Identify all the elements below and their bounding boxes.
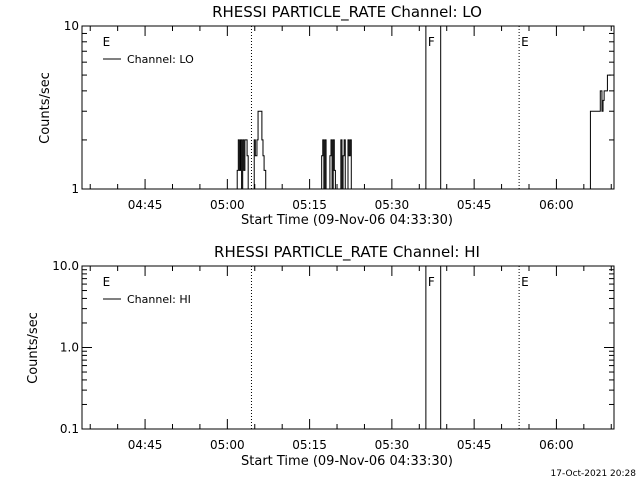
hi-legend-label: Channel: HI	[127, 293, 191, 306]
lo-marker-label: E	[521, 35, 529, 49]
lo-x-tick-label: 04:45	[128, 198, 163, 212]
lo-x-axis-label: Start Time (09-Nov-06 04:33:30)	[241, 213, 453, 228]
hi-x-tick-label: 05:15	[292, 438, 327, 452]
hi-chart-title: RHESSI PARTICLE_RATE Channel: HI	[214, 243, 480, 262]
lo-marker-label: F	[428, 35, 435, 49]
hi-marker-label: E	[103, 275, 111, 289]
lo-x-tick-label: 06:00	[539, 198, 574, 212]
hi-x-tick-label: 05:30	[375, 438, 410, 452]
lo-x-tick-label: 05:00	[210, 198, 245, 212]
lo-series-line	[236, 110, 267, 190]
hi-marker-label: E	[521, 275, 529, 289]
hi-x-tick-label: 06:00	[539, 438, 574, 452]
hi-legend: Channel: HI	[103, 293, 191, 306]
hi-x-tick-label: 05:45	[457, 438, 492, 452]
lo-y-axis-label: Counts/sec	[38, 72, 53, 144]
lo-series-line	[586, 74, 612, 190]
hi-y-tick-label: 0.1	[60, 422, 79, 436]
hi-x-axis: 04:45 05:00 05:15 05:30 05:45 06:00	[89, 266, 612, 452]
lo-x-tick-label: 05:15	[292, 198, 327, 212]
hi-x-axis-label: Start Time (09-Nov-06 04:33:30)	[241, 454, 453, 469]
lo-x-tick-label: 05:45	[457, 198, 492, 212]
lo-x-tick-label: 05:30	[375, 198, 410, 212]
hi-y-tick-label: 1.0	[60, 341, 79, 355]
lo-marker-label: E	[103, 35, 111, 49]
lo-x-axis: 04:45 05:00 05:15 05:30 05:45 06:00	[89, 26, 612, 212]
hi-plot-frame	[81, 265, 615, 430]
lo-channel-panel: RHESSI PARTICLE_RATE Channel: LO 1 10 04:…	[38, 3, 615, 228]
lo-series	[236, 74, 612, 190]
lo-y-tick-label: 10	[64, 19, 79, 33]
footer-timestamp: 17-Oct-2021 20:28	[551, 469, 637, 479]
lo-legend-label: Channel: LO	[127, 53, 194, 66]
hi-marker-label: F	[428, 275, 435, 289]
lo-legend: Channel: LO	[103, 53, 194, 66]
hi-x-tick-label: 04:45	[128, 438, 163, 452]
lo-series-line	[320, 139, 352, 190]
hi-y-tick-label: 10.0	[52, 259, 79, 273]
lo-chart-title: RHESSI PARTICLE_RATE Channel: LO	[212, 3, 482, 22]
hi-y-axis: 0.1 1.0 10.0	[52, 259, 614, 436]
hi-y-axis-label: Counts/sec	[26, 312, 41, 384]
hi-channel-panel: RHESSI PARTICLE_RATE Channel: HI 0.1 1.0 1…	[26, 243, 615, 469]
hi-x-tick-label: 05:00	[210, 438, 245, 452]
lo-y-axis: 1 10	[64, 19, 614, 196]
lo-y-tick-label: 1	[71, 182, 79, 196]
